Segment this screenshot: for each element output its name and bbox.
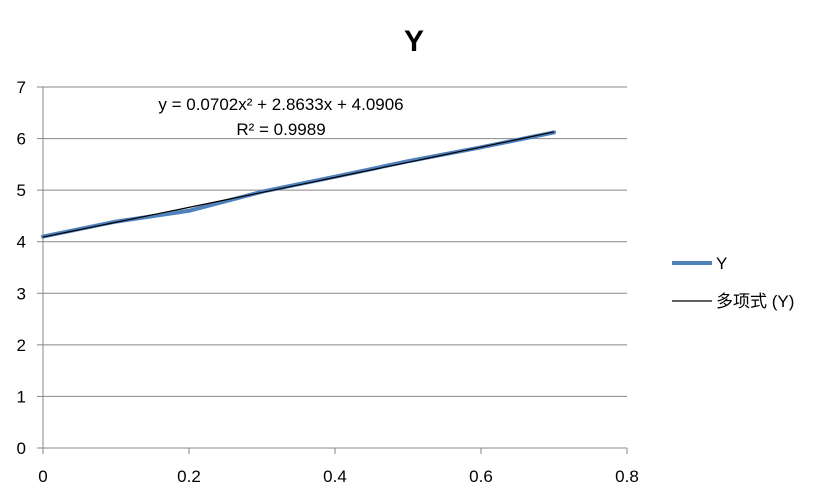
y-tick-labels: 0 1 2 3 4 5 6 7 — [17, 78, 26, 458]
x-tick-label: 0.4 — [323, 467, 347, 486]
chart-title: Y — [404, 25, 424, 58]
y-tick-label: 6 — [17, 130, 26, 149]
legend-label-trendline: 多项式 (Y) — [716, 292, 794, 311]
y-tick-label: 3 — [17, 284, 26, 303]
legend-label-y: Y — [716, 254, 727, 273]
x-tick-labels: 0 0.2 0.4 0.6 0.8 — [38, 467, 639, 486]
x-tick-label: 0 — [38, 467, 47, 486]
trendline-r-squared: R² = 0.9989 — [236, 120, 325, 139]
axes — [37, 86, 628, 454]
trendline-equation: y = 0.0702x² + 2.8633x + 4.0906 — [158, 95, 403, 114]
y-tick-label: 4 — [17, 233, 26, 252]
y-tick-label: 7 — [17, 78, 26, 97]
x-tick-label: 0.2 — [177, 467, 201, 486]
y-tick-label: 5 — [17, 181, 26, 200]
x-tick-label: 0.6 — [469, 467, 493, 486]
plot-area — [41, 130, 556, 239]
y-tick-label: 1 — [17, 387, 26, 406]
x-tick-label: 0.8 — [615, 467, 639, 486]
trendline-polynomial — [42, 131, 555, 238]
y-tick-label: 2 — [17, 336, 26, 355]
grid — [43, 86, 627, 397]
legend: Y 多项式 (Y) — [672, 254, 794, 311]
y-tick-label: 0 — [17, 439, 26, 458]
